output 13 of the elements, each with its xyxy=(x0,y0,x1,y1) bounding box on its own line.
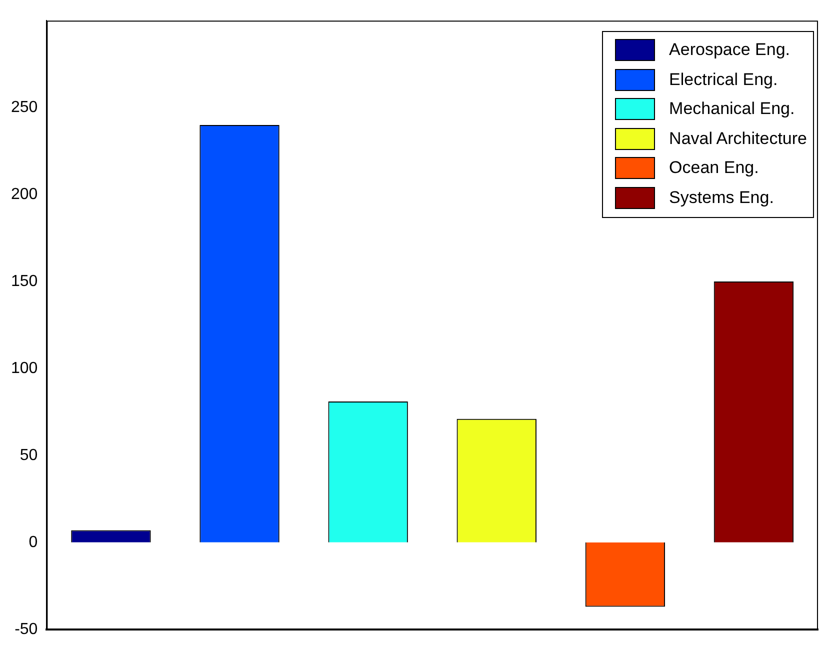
y-tick-label: -50 xyxy=(14,620,38,638)
legend-label: Mechanical Eng. xyxy=(669,99,795,120)
y-tick-label: 0 xyxy=(28,534,38,551)
y-tick-label: 150 xyxy=(10,272,38,290)
y-tick-label: 200 xyxy=(10,186,38,203)
legend-label: Systems Eng. xyxy=(669,188,774,208)
legend-label: Naval Architecture xyxy=(669,128,807,149)
y-tick-label: 250 xyxy=(10,98,38,116)
legend-label: Aerospace Eng. xyxy=(669,40,790,60)
legend-label: Electrical Eng. xyxy=(669,70,778,90)
legend-label: Ocean Eng. xyxy=(669,158,759,178)
y-tick-label: 50 xyxy=(20,446,38,464)
y-tick-label: 100 xyxy=(10,360,38,377)
